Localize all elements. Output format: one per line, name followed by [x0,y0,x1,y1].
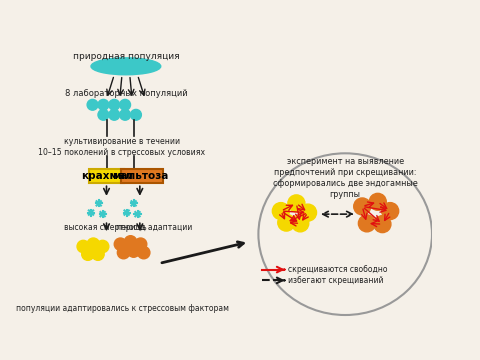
Circle shape [92,248,104,260]
Circle shape [134,238,147,250]
Text: высокая смертность: высокая смертность [64,223,146,233]
Text: избегают скрещиваний: избегают скрещиваний [288,276,384,285]
Text: 8 лабораторных популяций: 8 лабораторных популяций [65,89,187,98]
Circle shape [272,203,289,220]
Ellipse shape [91,58,161,75]
Circle shape [131,109,142,120]
Text: эксперимент на выявление
предпочтений при скрещивании:
сформировались две эндога: эксперимент на выявление предпочтений пр… [273,157,418,199]
Circle shape [359,215,375,232]
Text: популяции адаптировались к стрессовым факторам: популяции адаптировались к стрессовым фа… [15,304,228,313]
Text: скрещиваются свободно: скрещиваются свободно [288,265,387,274]
Circle shape [109,109,120,120]
Circle shape [292,215,309,232]
Circle shape [124,236,137,248]
Text: культивирование в течении
10–15 поколений в стрессовых условиях: культивирование в течении 10–15 поколени… [38,137,205,157]
Circle shape [77,240,89,253]
Ellipse shape [258,153,432,315]
Circle shape [114,238,127,250]
Text: период адаптации: период адаптации [116,223,192,233]
Circle shape [96,240,109,253]
Circle shape [120,99,131,110]
Circle shape [87,238,99,250]
Circle shape [127,245,140,257]
Circle shape [98,109,109,120]
Text: крахмал: крахмал [81,171,132,181]
Circle shape [354,198,371,215]
Circle shape [117,247,130,259]
Circle shape [382,203,399,220]
Circle shape [369,193,386,210]
FancyBboxPatch shape [89,170,124,183]
FancyBboxPatch shape [121,170,163,183]
Circle shape [374,216,391,233]
Circle shape [288,195,305,212]
Circle shape [120,109,131,120]
Circle shape [278,214,295,231]
Circle shape [98,99,109,110]
Circle shape [300,204,316,221]
Circle shape [87,99,98,110]
Circle shape [109,99,120,110]
Text: мальтоза: мальтоза [112,171,168,181]
Circle shape [82,248,94,260]
Circle shape [137,247,150,259]
Text: природная популяция: природная популяция [72,53,179,62]
